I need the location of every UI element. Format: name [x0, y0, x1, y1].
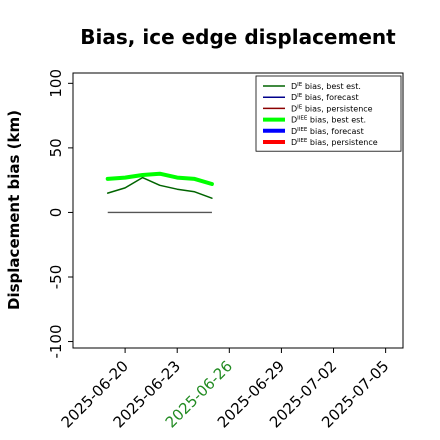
y-tick-label: 0: [47, 208, 65, 218]
legend-entry: DIE bias, persistence: [291, 104, 373, 113]
y-tick-label: 100: [47, 69, 65, 98]
data-lines: [105, 171, 214, 214]
legend-entry: DIE bias, best est.: [291, 82, 361, 91]
legend-entry: DIIEE bias, persistence: [291, 138, 378, 147]
series-line: [105, 171, 214, 186]
y-tick-label: -50: [47, 265, 65, 290]
legend: DIE bias, best est. DIE bias, forecast DIE…: [255, 75, 402, 152]
plot-area: [72, 72, 404, 349]
y-tick-label: -100: [47, 325, 65, 359]
y-axis-label: Displacement bias (km): [5, 110, 23, 310]
legend-entry: DIIEE bias, forecast: [291, 127, 364, 136]
series-line: [106, 176, 213, 199]
legend-entry: DIIEE bias, best est.: [291, 116, 366, 125]
legend-entry: DIE bias, forecast: [291, 93, 359, 102]
legend-box: [255, 75, 402, 152]
chart-title: Bias, ice edge displacement: [80, 25, 396, 49]
y-tick-label: 50: [47, 138, 65, 157]
